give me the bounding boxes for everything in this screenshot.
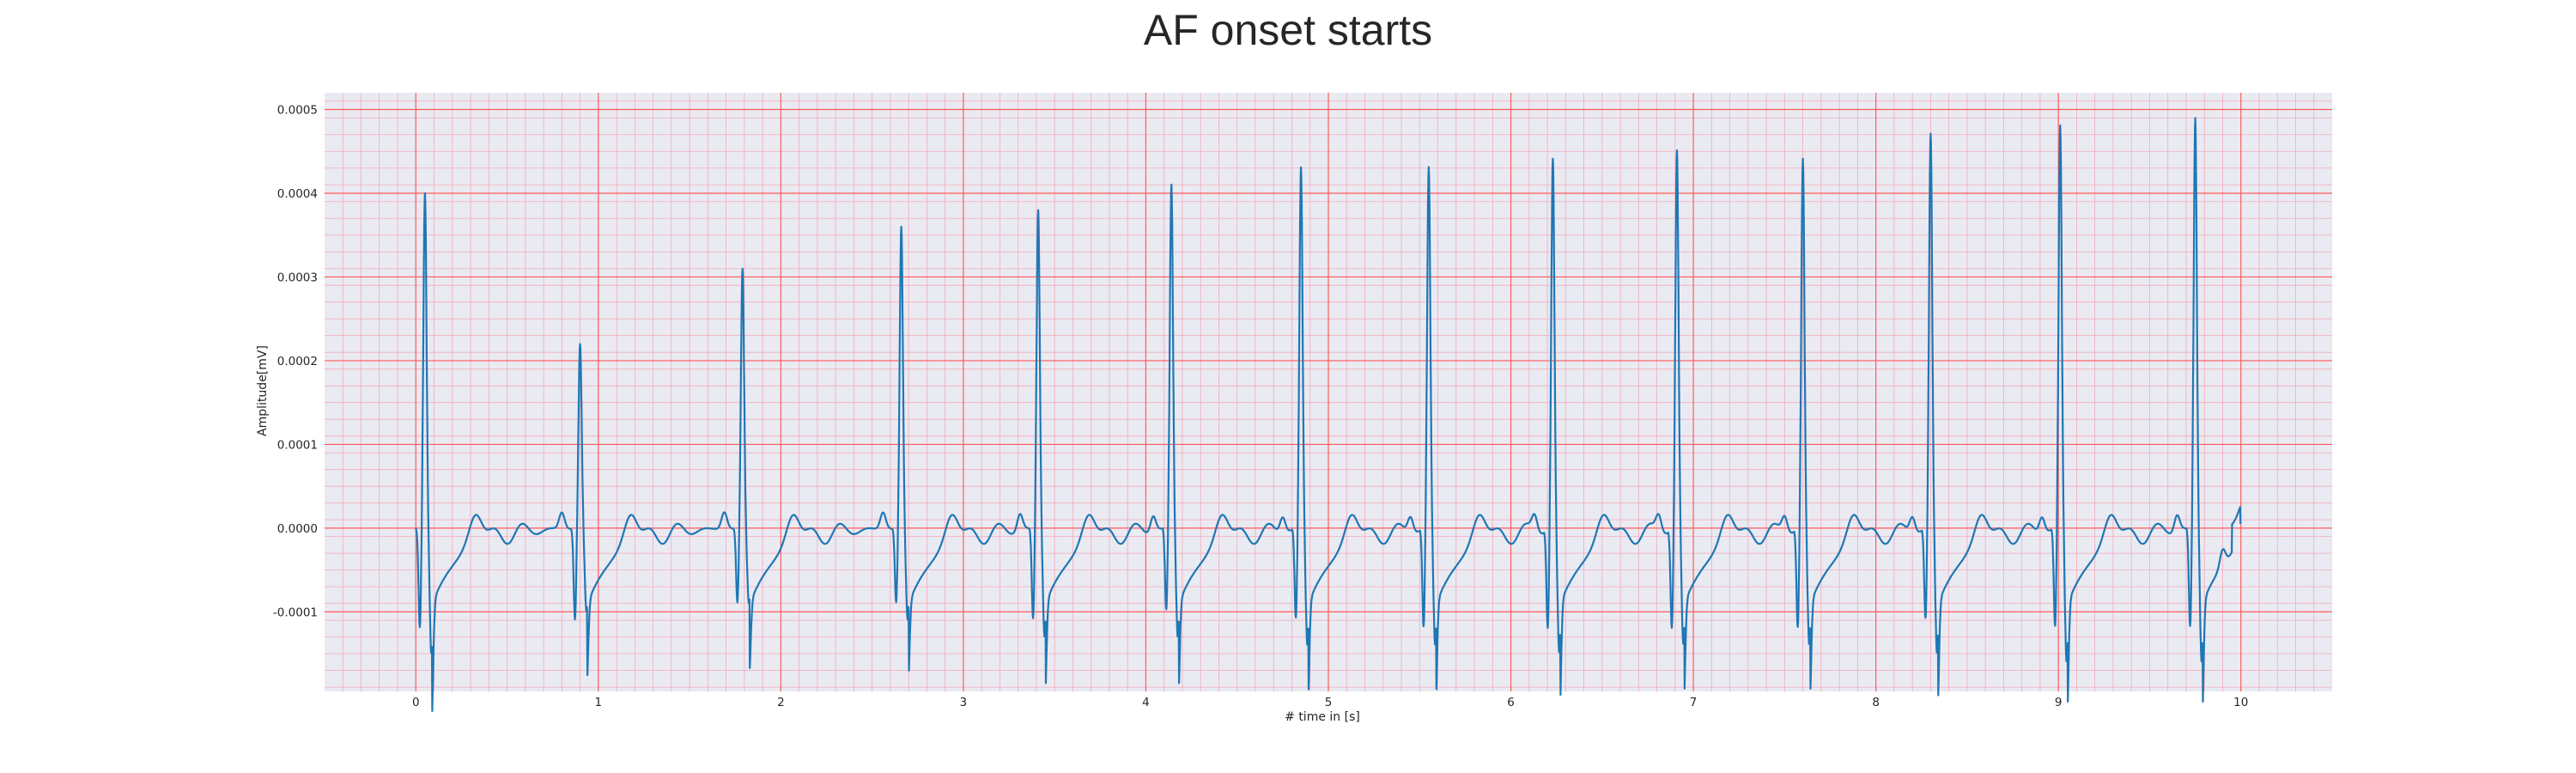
y-axis: 0.0005 0.0004 0.0003 0.0002 0.0001 0.0000 -0.0… [273,103,318,619]
x-tick-label: 9 [2055,696,2063,709]
x-tick-label: 3 [960,696,968,709]
y-tick-label: -0.0001 [273,606,318,619]
y-tick-label: 0.0001 [277,438,318,452]
ecg-series-line [415,117,2242,712]
y-axis-label: Amplitude[mV] [256,345,270,436]
x-axis-label: # time in [s] [1285,710,1360,724]
y-tick-label: 0.0000 [277,522,318,536]
x-tick-label: 4 [1142,696,1150,709]
x-tick-label: 0 [412,696,420,709]
x-tick-label: 5 [1325,696,1333,709]
x-tick-label: 8 [1872,696,1880,709]
x-tick-label: 2 [777,696,785,709]
x-axis: 0 1 2 3 4 5 6 7 8 9 10 [412,696,2248,709]
x-tick-label: 10 [2233,696,2248,709]
major-grid [325,93,2332,691]
chart-title: AF onset starts [1144,6,1432,54]
y-tick-label: 0.0005 [277,103,318,117]
y-tick-label: 0.0003 [277,271,318,284]
x-tick-label: 6 [1507,696,1515,709]
y-tick-label: 0.0002 [277,355,318,368]
y-tick-label: 0.0004 [277,187,318,201]
x-tick-label: 1 [595,696,603,709]
x-tick-label: 7 [1690,696,1698,709]
